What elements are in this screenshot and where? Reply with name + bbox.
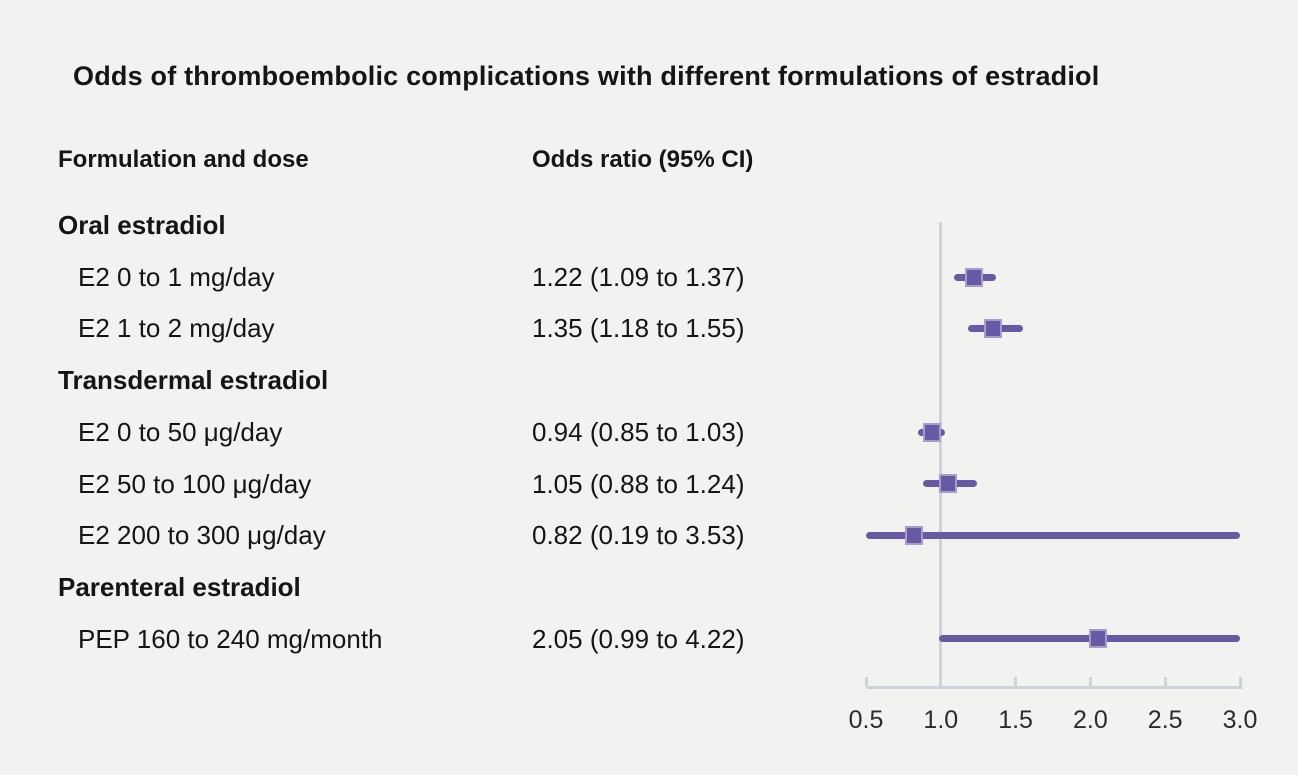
row-label: E2 50 to 100 μg/day	[78, 468, 312, 499]
item-row: E2 50 to 100 μg/day 1.05 (0.88 to 1.24)	[0, 458, 830, 510]
odds-ratio-marker	[939, 474, 958, 494]
confidence-interval-line	[954, 273, 997, 281]
row-label: E2 0 to 1 mg/day	[78, 261, 275, 292]
x-axis-tick-label: 1.5	[998, 706, 1033, 734]
confidence-interval-line	[918, 428, 946, 436]
odds-ratio-marker	[984, 319, 1003, 339]
row-label: E2 1 to 2 mg/day	[78, 313, 275, 344]
odds-ratio-marker	[964, 267, 983, 287]
x-axis-line	[866, 686, 1243, 689]
reference-line-1-0	[939, 222, 943, 689]
group-label: Parenteral estradiol	[58, 571, 301, 602]
chart-title: Odds of thromboembolic complications wit…	[73, 61, 1100, 91]
confidence-interval-line	[967, 325, 1024, 333]
confidence-interval-line	[939, 635, 1240, 643]
x-axis-tick	[1238, 677, 1242, 686]
item-row: E2 0 to 1 mg/day 1.22 (1.09 to 1.37)	[0, 251, 830, 303]
odds-ratio-marker	[922, 422, 941, 442]
row-odds-ratio-value: 0.82 (0.19 to 3.53)	[532, 520, 745, 551]
x-axis-tick	[864, 677, 868, 686]
item-row: E2 200 to 300 μg/day 0.82 (0.19 to 3.53)	[0, 510, 830, 562]
x-axis-tick	[939, 677, 943, 686]
row-odds-ratio-value: 2.05 (0.99 to 4.22)	[532, 623, 745, 654]
column-header-formulation: Formulation and dose	[58, 146, 309, 173]
group-row: Oral estradiol	[0, 200, 830, 252]
group-label: Oral estradiol	[58, 210, 226, 240]
item-row: E2 0 to 50 μg/day 0.94 (0.85 to 1.03)	[0, 406, 830, 458]
row-odds-ratio-value: 1.05 (0.88 to 1.24)	[532, 468, 745, 499]
confidence-interval-line	[866, 532, 1240, 540]
x-axis-tick-label: 2.5	[1147, 706, 1183, 734]
x-axis-tick-label: 1.0	[923, 706, 959, 734]
odds-ratio-marker	[1088, 629, 1107, 649]
x-axis-tick-label: 3.0	[1222, 706, 1258, 734]
group-row: Transdermal estradiol	[0, 355, 830, 407]
row-label: E2 200 to 300 μg/day	[78, 520, 326, 551]
x-axis-tick	[1014, 677, 1018, 686]
row-odds-ratio-value: 0.94 (0.85 to 1.03)	[532, 416, 745, 447]
row-odds-ratio-value: 1.35 (1.18 to 1.55)	[532, 313, 745, 344]
item-row: PEP 160 to 240 mg/month 2.05 (0.99 to 4.2…	[0, 613, 830, 665]
row-label: E2 0 to 50 μg/day	[78, 416, 283, 447]
x-axis-tick	[1163, 677, 1167, 686]
item-row: E2 1 to 2 mg/day 1.35 (1.18 to 1.55)	[0, 303, 830, 355]
row-odds-ratio-value: 1.22 (1.09 to 1.37)	[532, 261, 745, 292]
x-axis-tick-label: 2.0	[1073, 706, 1108, 734]
group-label: Transdermal estradiol	[58, 365, 329, 396]
row-label: PEP 160 to 240 mg/month	[78, 623, 383, 654]
column-header-odds-ratio: Odds ratio (95% CI)	[532, 146, 754, 173]
x-axis-tick-label: 0.5	[848, 706, 884, 734]
x-axis-tick	[1088, 677, 1092, 686]
group-row: Parenteral estradiol	[0, 561, 830, 613]
odds-ratio-marker	[904, 526, 923, 546]
confidence-interval-line	[922, 480, 977, 488]
